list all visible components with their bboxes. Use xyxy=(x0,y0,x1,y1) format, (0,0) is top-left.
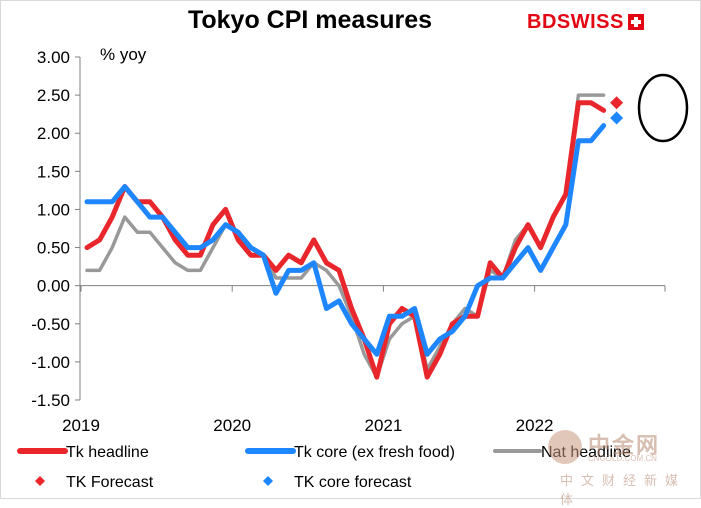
y-tick-label: -1.00 xyxy=(31,353,70,372)
legend-swatch-diamond xyxy=(263,476,273,486)
y-tick-label: 2.00 xyxy=(37,124,70,143)
y-tick-label: 1.50 xyxy=(37,162,70,181)
y-tick-label: 0.00 xyxy=(37,277,70,296)
series-line-tk-core-ex-fresh-food xyxy=(84,123,607,357)
swiss-cross-icon xyxy=(627,14,644,30)
y-tick-label: 0.50 xyxy=(37,239,70,258)
chart-title: Tokyo CPI measures xyxy=(187,6,433,34)
legend-label: Nat headline xyxy=(541,444,631,461)
legend-swatch-diamond xyxy=(35,476,45,486)
series-line-tk-headline xyxy=(84,100,607,380)
y-tick-label: 3.00 xyxy=(37,48,70,67)
legend-label: TK core forecast xyxy=(294,474,412,491)
forecast-marker-tk-headline xyxy=(610,96,624,110)
legend-label: TK Forecast xyxy=(66,474,154,491)
legend-label: Tk core (ex fresh food) xyxy=(294,444,455,461)
x-tick-label: 2019 xyxy=(62,416,100,435)
forecast-marker-tk-core xyxy=(610,111,624,125)
y-tick-label: -0.50 xyxy=(31,315,70,334)
logo-text: BDSWISS xyxy=(527,10,624,33)
x-tick-label: 2022 xyxy=(516,416,554,435)
y-tick-label: 1.00 xyxy=(37,200,70,219)
y-tick-label: 2.50 xyxy=(37,86,70,105)
series-line-nat-headline xyxy=(85,93,606,379)
y-axis-label: % yoy xyxy=(100,45,147,64)
y-tick-label: -1.50 xyxy=(31,391,70,410)
legend-label: Tk headline xyxy=(66,444,149,461)
x-tick-label: 2020 xyxy=(213,416,251,435)
x-tick-label: 2021 xyxy=(364,416,402,435)
forecast-highlight-circle xyxy=(637,73,689,143)
bdswiss-logo: BDSWISS xyxy=(527,8,644,36)
